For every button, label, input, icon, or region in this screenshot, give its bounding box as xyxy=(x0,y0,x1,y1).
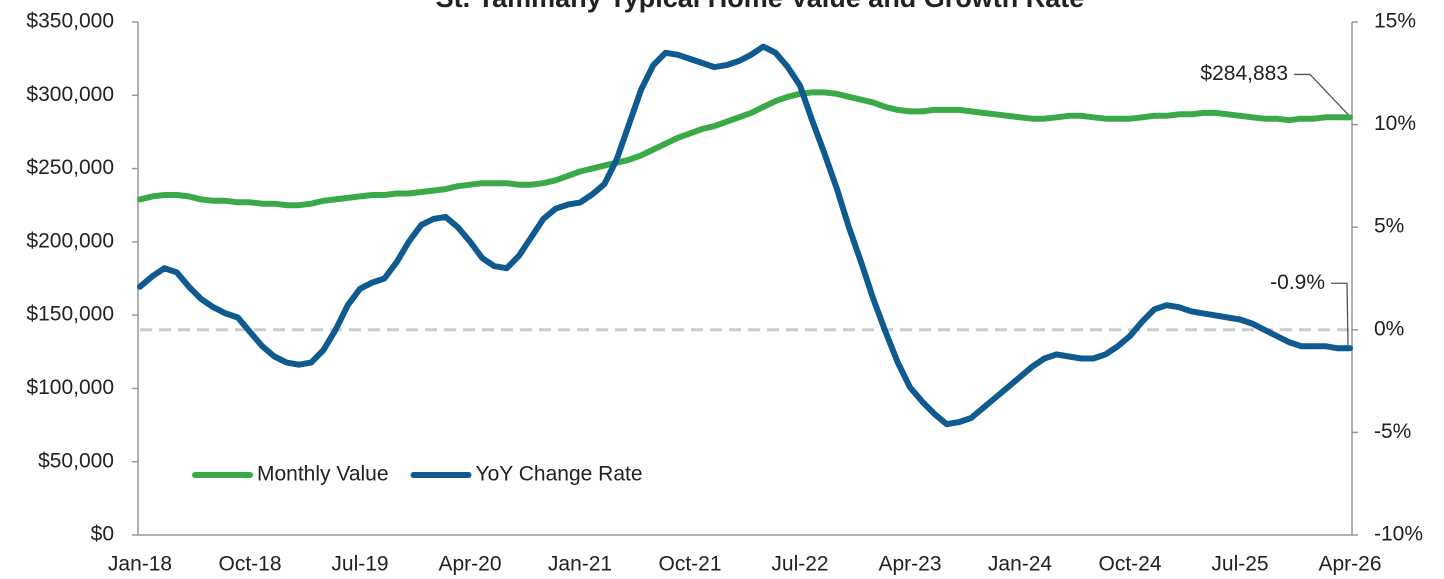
x-tick-label: Jul-25 xyxy=(1211,553,1268,576)
y2-tick-label: 10% xyxy=(1374,112,1416,135)
x-tick-label: Apr-23 xyxy=(878,553,941,576)
x-tick-label: Jan-21 xyxy=(548,553,612,576)
x-tick-label: Jul-19 xyxy=(331,553,388,576)
leader-line xyxy=(1331,282,1349,346)
y-tick-label: $0 xyxy=(91,523,114,546)
y2-tick-label: 0% xyxy=(1374,317,1404,340)
x-tick-label: Oct-24 xyxy=(1098,553,1161,576)
series-line xyxy=(137,89,1353,209)
value-label: $284,883 xyxy=(1200,62,1288,85)
chart-title: St. Tammany Typical Home Value and Growt… xyxy=(436,0,1085,13)
x-tick-label: Jul-22 xyxy=(771,553,828,576)
x-tick-label: Oct-21 xyxy=(658,553,721,576)
y2-tick-label: 15% xyxy=(1374,10,1416,33)
legend-label: Monthly Value xyxy=(257,463,389,486)
y-tick-label: $250,000 xyxy=(26,156,114,179)
x-tick-label: Oct-18 xyxy=(218,553,281,576)
legend-label: YoY Change Rate xyxy=(476,463,643,486)
x-tick-label: Apr-20 xyxy=(438,553,501,576)
y2-tick-label: 5% xyxy=(1374,215,1404,238)
y-tick-label: $200,000 xyxy=(26,229,114,252)
x-tick-label: Apr-26 xyxy=(1318,553,1381,576)
y-tick-label: $50,000 xyxy=(38,449,114,472)
series-line xyxy=(137,43,1353,428)
y-tick-label: $350,000 xyxy=(26,10,114,33)
y2-tick-label: -5% xyxy=(1374,420,1411,443)
leader-line xyxy=(1294,73,1349,115)
value-label: -0.9% xyxy=(1270,271,1325,294)
x-tick-label: Jan-18 xyxy=(108,553,172,576)
y-tick-label: $100,000 xyxy=(26,376,114,399)
y2-tick-label: -10% xyxy=(1374,523,1423,546)
y-tick-label: $300,000 xyxy=(26,83,114,106)
x-tick-label: Jan-24 xyxy=(988,553,1053,576)
y-tick-label: $150,000 xyxy=(26,303,114,326)
